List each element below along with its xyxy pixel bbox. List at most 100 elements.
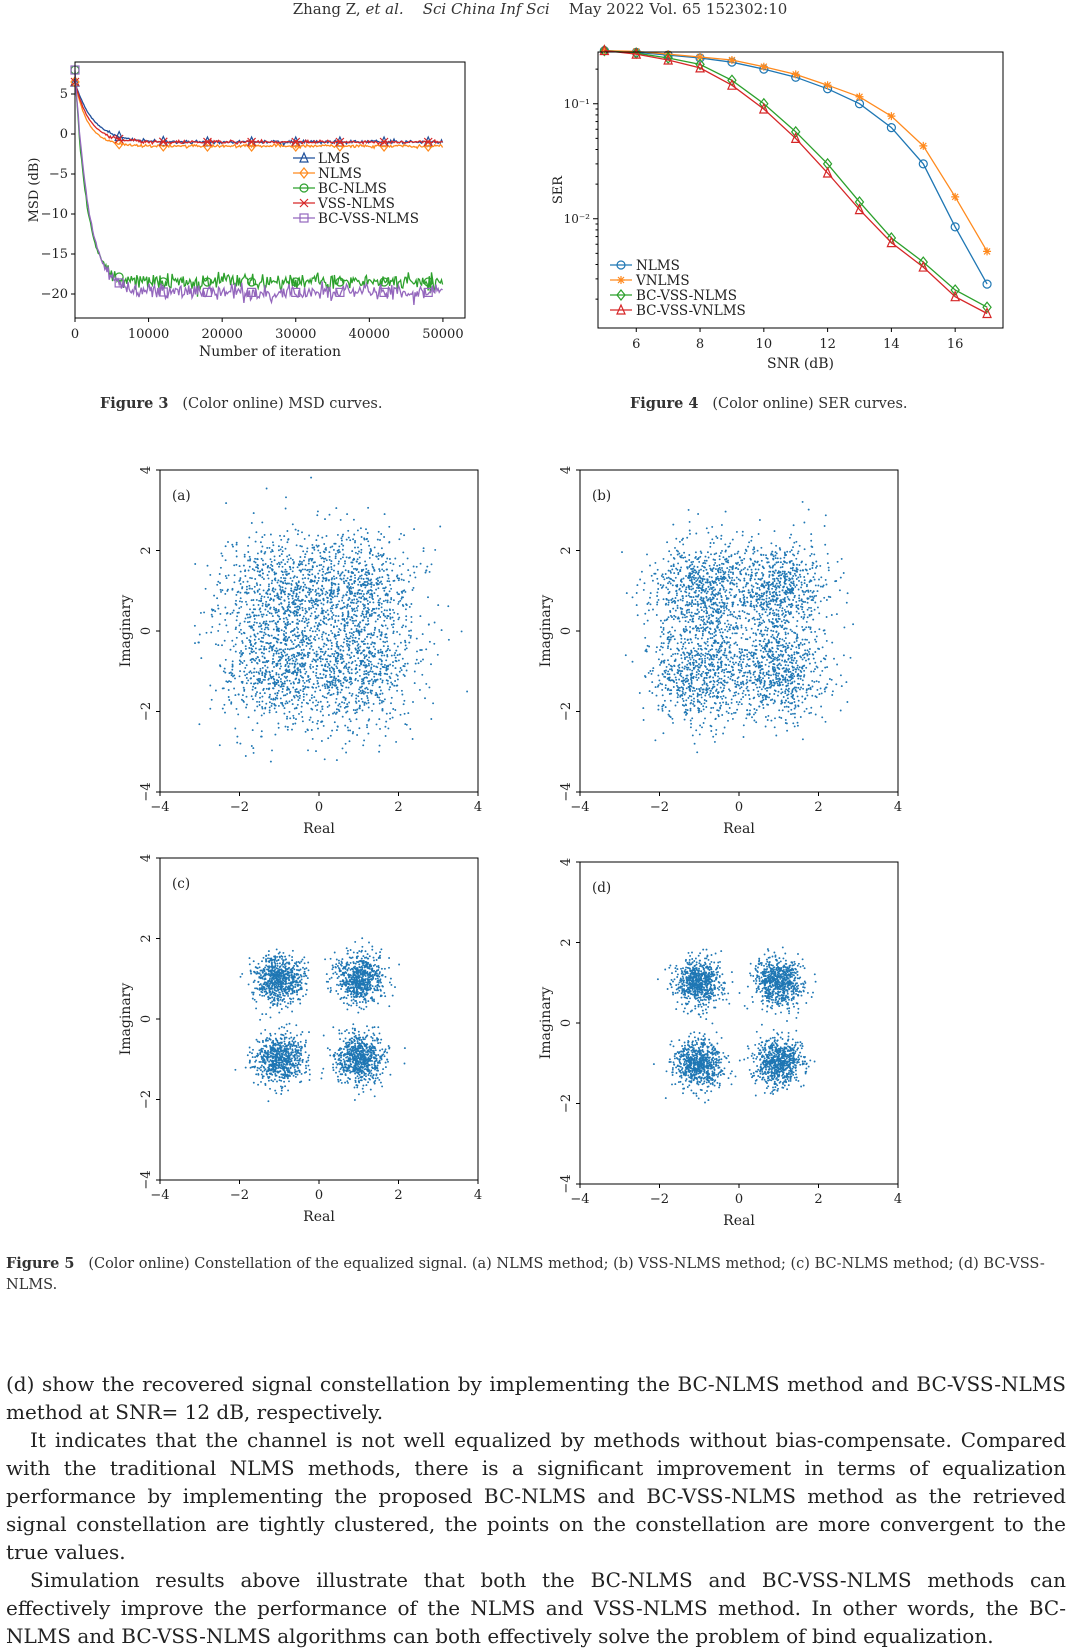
scatter-point	[331, 730, 333, 732]
scatter-point	[751, 628, 753, 630]
scatter-point	[328, 714, 330, 716]
scatter-point	[350, 635, 352, 637]
scatter-point	[371, 690, 373, 692]
scatter-point	[356, 598, 358, 600]
scatter-point	[747, 569, 749, 571]
scatter-point	[285, 573, 287, 575]
scatter-point	[706, 581, 708, 583]
scatter-point	[255, 658, 257, 660]
scatter-point	[741, 624, 743, 626]
scatter-point	[319, 599, 321, 601]
scatter-point	[279, 660, 281, 662]
scatter-point	[753, 546, 755, 548]
scatter-point	[318, 637, 320, 639]
scatter-point	[254, 614, 256, 616]
scatter-point	[274, 707, 276, 709]
scatter-point	[327, 701, 329, 703]
scatter-point	[377, 577, 379, 579]
scatter-point	[713, 608, 715, 610]
scatter-point	[283, 613, 285, 615]
scatter-point	[699, 577, 701, 579]
scatter-point	[305, 645, 307, 647]
scatter-point	[382, 680, 384, 682]
scatter-point	[373, 676, 375, 678]
scatter-point	[431, 563, 433, 565]
scatter-point	[375, 673, 377, 675]
scatter-point	[642, 707, 644, 709]
scatter-point	[656, 604, 658, 606]
scatter-point	[329, 556, 331, 558]
scatter-point	[328, 551, 330, 553]
scatter-point	[247, 617, 249, 619]
scatter-point	[807, 602, 809, 604]
msd-legend-label: BC-NLMS	[318, 181, 387, 197]
scatter-point	[367, 692, 369, 694]
scatter-point	[766, 609, 768, 611]
scatter-point	[682, 586, 684, 588]
scatter-point	[263, 712, 265, 714]
scatter-point	[363, 626, 365, 628]
scatter-point	[309, 592, 311, 594]
scatter-point	[252, 599, 254, 601]
scatter-point	[360, 663, 362, 665]
scatter-point	[302, 690, 304, 692]
scatter-point	[344, 562, 346, 564]
scatter-point	[243, 689, 245, 691]
scatter-point	[280, 586, 282, 588]
scatter-point	[791, 582, 793, 584]
scatter-point	[228, 689, 230, 691]
scatter-point	[668, 570, 670, 572]
scatter-point	[277, 692, 279, 694]
scatter-point	[717, 649, 719, 651]
scatter-point	[691, 612, 693, 614]
scatter-point	[336, 625, 338, 627]
scatter-point	[340, 706, 342, 708]
scatter-point	[211, 699, 213, 701]
scatter-point	[359, 626, 361, 628]
scatter-point	[646, 553, 648, 555]
scatter-point	[364, 587, 366, 589]
scatter-point	[311, 642, 313, 644]
scatter-point	[239, 675, 241, 677]
scatter-point	[352, 634, 354, 636]
scatter-point	[395, 657, 397, 659]
scatter-point	[679, 690, 681, 692]
ser-line-nlms	[604, 51, 987, 285]
scatter-point	[299, 556, 301, 558]
scatter-point	[702, 602, 704, 604]
panel-y-axis-label: Imaginary	[118, 595, 134, 668]
scatter-point	[273, 666, 275, 668]
scatter-point	[345, 697, 347, 699]
scatter-point	[230, 649, 232, 651]
scatter-point	[757, 602, 759, 604]
scatter-point	[325, 670, 327, 672]
scatter-point	[422, 633, 424, 635]
scatter-point	[346, 607, 348, 609]
scatter-point	[259, 631, 261, 633]
scatter-point	[373, 665, 375, 667]
scatter-point	[327, 614, 329, 616]
scatter-point	[282, 582, 284, 584]
scatter-point	[715, 582, 717, 584]
scatter-point	[351, 583, 353, 585]
scatter-point	[814, 579, 816, 581]
scatter-point	[684, 638, 686, 640]
scatter-point	[355, 678, 357, 680]
scatter-point	[681, 666, 683, 668]
scatter-point	[341, 618, 343, 620]
scatter-point	[271, 568, 273, 570]
scatter-point	[303, 693, 305, 695]
scatter-point	[330, 607, 332, 609]
scatter-point	[289, 692, 291, 694]
scatter-point	[362, 660, 364, 662]
scatter-point	[775, 601, 777, 603]
scatter-point	[826, 584, 828, 586]
scatter-point	[282, 566, 284, 568]
scatter-point	[242, 681, 244, 683]
scatter-point	[288, 554, 290, 556]
scatter-point	[325, 633, 327, 635]
scatter-point	[416, 566, 418, 568]
scatter-point	[697, 601, 699, 603]
scatter-point	[367, 603, 369, 605]
scatter-point	[259, 622, 261, 624]
